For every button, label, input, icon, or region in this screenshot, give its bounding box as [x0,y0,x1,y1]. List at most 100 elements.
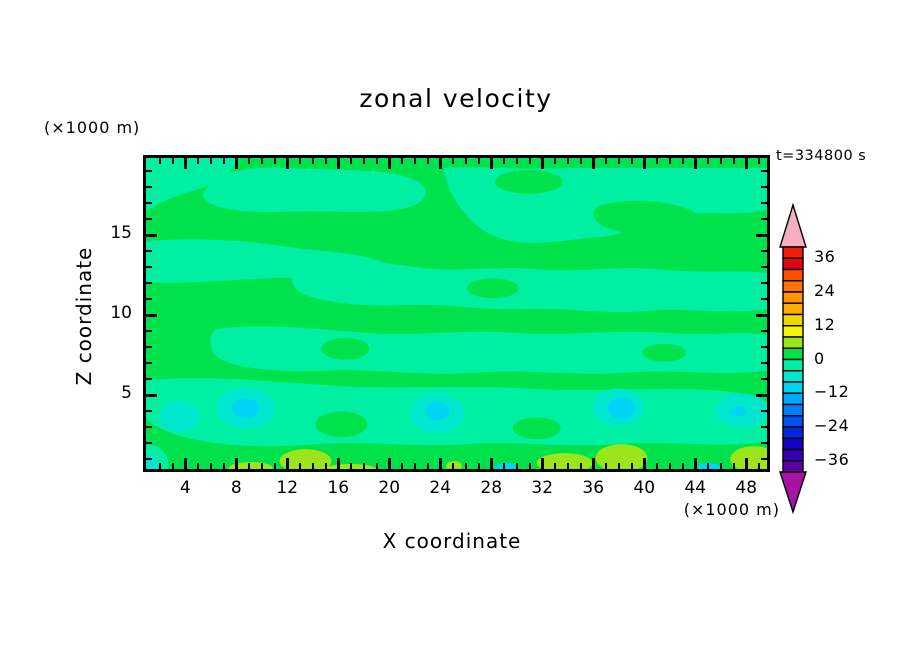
x-minor-tick [209,158,212,164]
y-minor-tick [146,426,152,428]
colorbar-tick-label: −12 [814,382,850,402]
x-tick-label: 28 [480,478,503,498]
x-major-tick [336,458,340,469]
colorbar-tick-label: 36 [814,247,836,267]
x-major-tick [183,458,187,469]
colorbar-cell [782,268,804,282]
x-major-tick [744,158,748,169]
x-minor-tick [707,463,709,469]
x-minor-tick [617,463,620,469]
x-minor-tick [503,158,505,164]
colorbar-cell [782,370,804,383]
x-minor-tick [375,158,378,164]
x-major-tick [387,458,391,469]
x-major-tick [285,458,289,469]
y-tick-label: 15 [110,223,132,243]
x-minor-tick [719,158,722,164]
x-minor-tick [413,463,416,469]
colorbar-cell [782,437,804,451]
x-minor-tick [401,158,403,164]
x-minor-tick [350,158,352,164]
y-minor-tick [146,410,152,412]
y-minor-tick [146,170,152,172]
x-minor-tick [668,158,671,164]
colorbar-tick-label: −24 [814,416,850,435]
x-axis-title: X coordinate [382,529,522,553]
x-minor-tick [579,463,582,469]
x-minor-tick [273,463,276,469]
x-minor-tick [719,463,722,469]
y-minor-tick [761,442,767,444]
x-minor-tick [758,463,760,469]
x-minor-tick [681,463,684,469]
y-major-tick [146,393,157,397]
contour-region [697,463,722,469]
x-tick-label: 4 [179,478,191,498]
x-major-tick [744,458,748,469]
contour-region [512,417,561,440]
y-minor-tick [761,170,767,172]
x-minor-tick [362,463,365,469]
x-minor-tick [464,463,467,469]
colorbar-cell [782,302,804,316]
y-minor-tick [761,410,767,412]
x-major-tick [591,458,595,469]
x-major-tick [642,158,646,169]
x-minor-tick [350,463,352,469]
x-major-tick [642,458,646,469]
x-major-tick [438,458,442,469]
x-major-tick [591,158,595,169]
x-minor-tick [452,158,454,164]
y-minor-tick [761,298,767,300]
contour-region [146,158,238,212]
x-minor-tick [171,158,174,164]
x-minor-tick [605,463,607,469]
contour-region [446,461,462,469]
x-minor-tick [299,158,301,164]
x-tick-label: 12 [276,478,299,498]
x-major-tick [540,158,544,169]
x-minor-tick [477,463,480,469]
y-minor-tick [146,266,152,268]
y-axis-unit: (×1000 m) [44,118,141,137]
contour-region [730,406,747,417]
colorbar-cell [782,426,804,439]
contour-region [494,463,519,469]
contour-region [730,446,767,469]
x-minor-tick [197,463,199,469]
x-minor-tick [222,463,225,469]
contour-region [593,200,700,235]
x-minor-tick [681,158,684,164]
x-minor-tick [260,158,263,164]
x-minor-tick [299,463,301,469]
x-major-tick [489,458,493,469]
colorbar-cell [782,347,804,361]
x-major-tick [387,158,391,169]
y-major-tick [756,393,767,397]
colorbar-cell [782,358,804,372]
x-minor-tick [324,463,327,469]
contour-region [607,397,636,420]
y-minor-tick [761,186,767,188]
x-major-tick [489,158,493,169]
x-minor-tick [362,158,365,164]
y-minor-tick [761,266,767,268]
contour-region [595,444,648,469]
x-minor-tick [171,463,174,469]
x-minor-tick [554,158,556,164]
colorbar-cell [782,336,804,349]
contour-region [536,453,593,469]
x-minor-tick [209,463,212,469]
x-minor-tick [260,463,263,469]
x-major-tick [183,158,187,169]
plot-title: zonal velocity [359,84,553,113]
contour-region [466,278,519,299]
x-minor-tick [464,158,467,164]
contour-region [494,169,563,194]
x-major-tick [693,158,697,169]
y-minor-tick [146,282,152,284]
x-tick-label: 32 [531,478,554,498]
x-minor-tick [413,158,416,164]
y-minor-tick [146,298,152,300]
